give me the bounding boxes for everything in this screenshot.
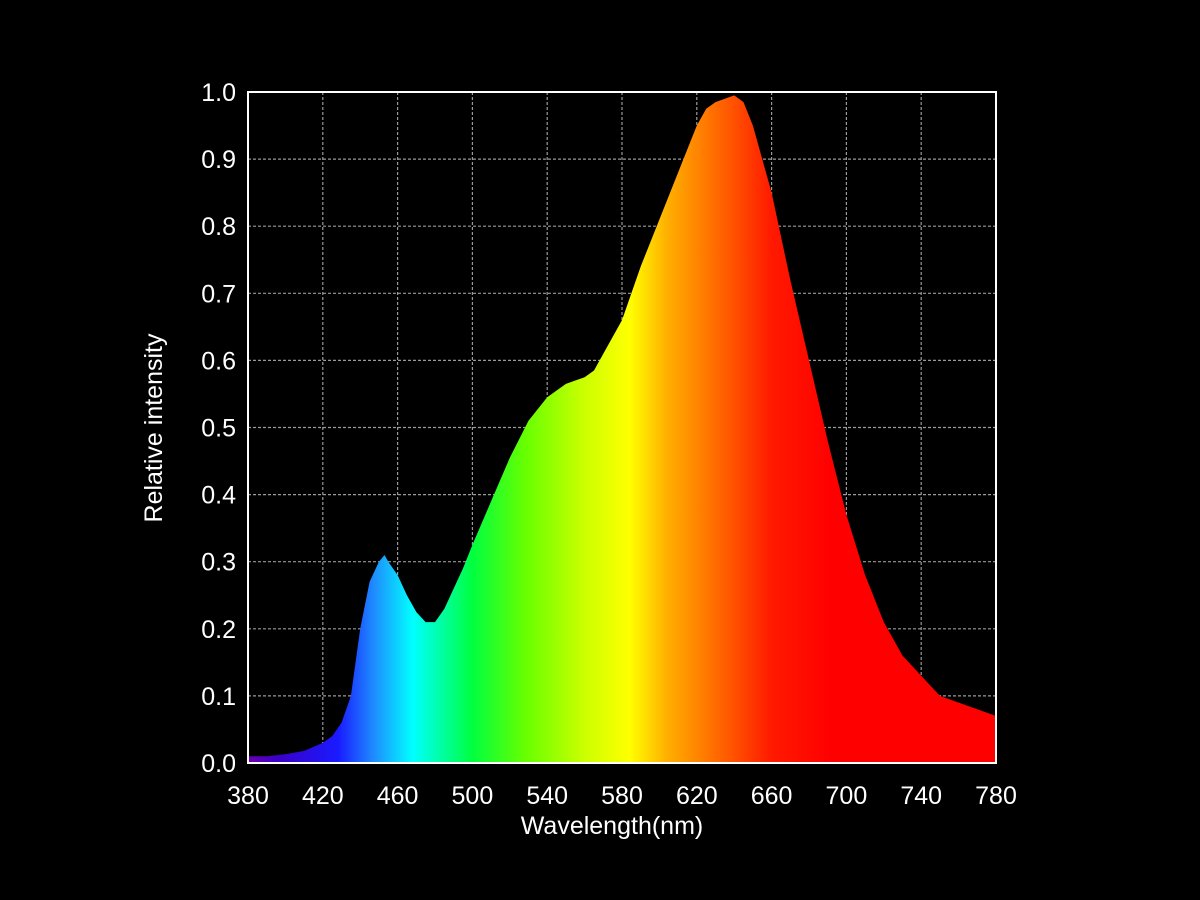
x-tick-label: 500 (452, 782, 494, 810)
x-tick-label: 380 (227, 782, 269, 810)
x-tick-label: 580 (601, 782, 643, 810)
x-tick-label: 540 (526, 782, 568, 810)
y-tick-label: 0.9 (201, 146, 236, 174)
x-tick-label: 460 (377, 782, 419, 810)
frame-layer (247, 91, 997, 764)
x-tick-label: 780 (975, 782, 1017, 810)
x-tick-label: 740 (900, 782, 942, 810)
y-tick-label: 0.1 (201, 683, 236, 711)
plot-frame (247, 91, 997, 764)
y-tick-label: 0.7 (201, 280, 236, 308)
tick-label-layer: 380 420 460 500 540 580 620 660 700 740 780 0.0 0.1 0… (201, 79, 1017, 810)
y-tick-label: 0.0 (201, 750, 236, 778)
area-layer (248, 95, 996, 763)
y-tick-label: 0.3 (201, 549, 236, 577)
y-tick-label: 0.2 (201, 616, 236, 644)
x-tick-label: 700 (826, 782, 868, 810)
y-tick-label: 0.8 (201, 213, 236, 241)
x-tick-label: 620 (676, 782, 718, 810)
y-tick-label: 0.4 (201, 482, 236, 510)
y-tick-label: 0.6 (201, 347, 236, 375)
x-tick-label: 660 (751, 782, 793, 810)
y-tick-label: 0.5 (201, 415, 236, 443)
y-axis-title: Relative intensity (140, 333, 168, 522)
x-axis-title: Wavelength(nm) (521, 812, 703, 840)
x-tick-label: 420 (302, 782, 344, 810)
y-tick-label: 1.0 (201, 79, 236, 107)
spectrum-area (248, 95, 996, 763)
